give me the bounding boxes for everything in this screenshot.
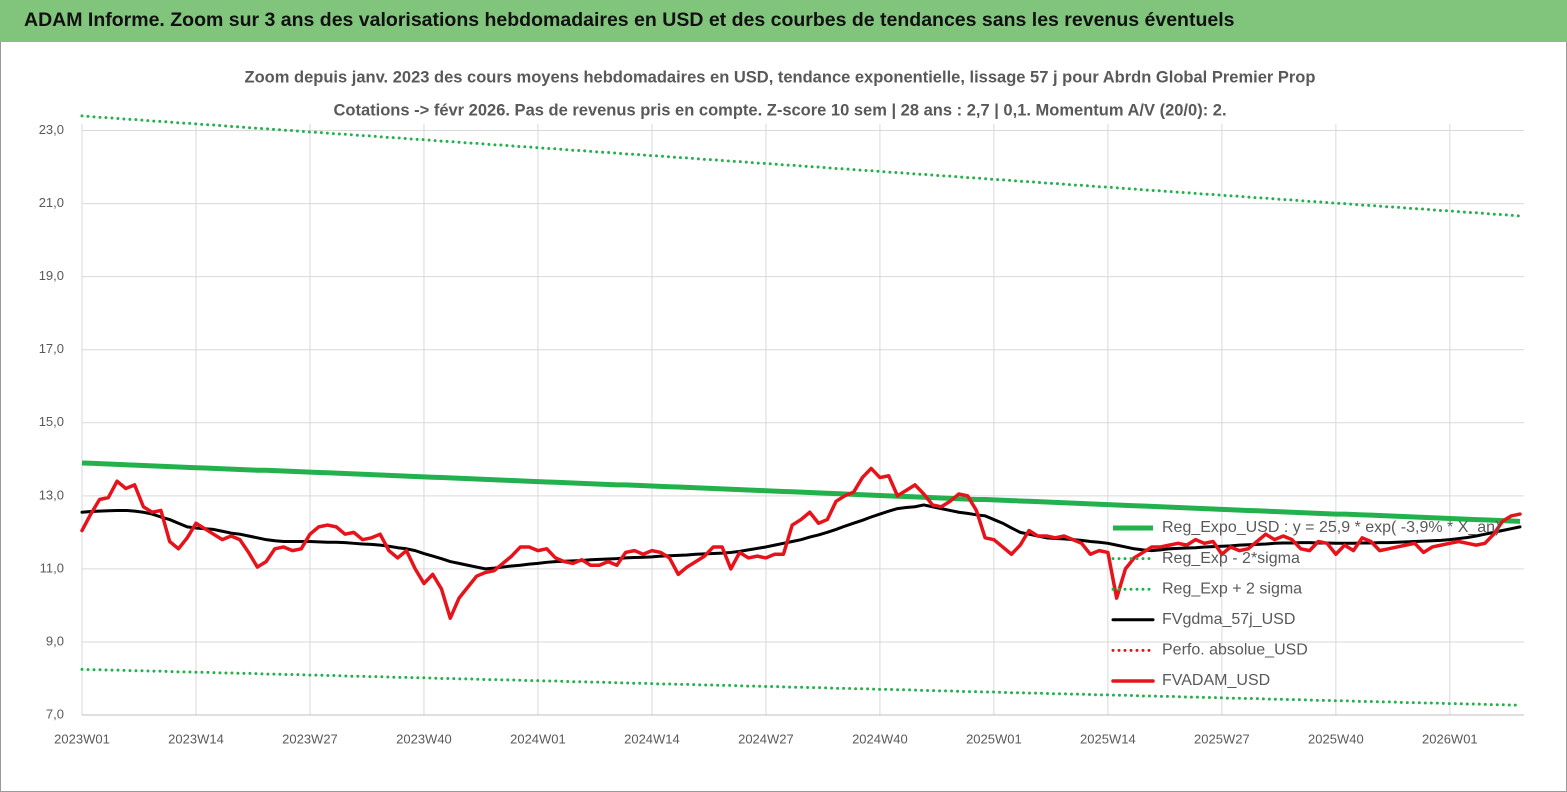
y-tick-label: 21,0 xyxy=(39,195,64,210)
y-tick-label: 15,0 xyxy=(39,414,64,429)
page-title: ADAM Informe. Zoom sur 3 ans des valoris… xyxy=(24,9,1235,31)
chart-subtitle: Cotations -> févr 2026. Pas de revenus p… xyxy=(333,101,1226,119)
y-tick-label: 11,0 xyxy=(40,560,64,575)
series-line xyxy=(80,667,1522,707)
series-line xyxy=(80,466,1522,620)
x-tick-label: 2023W14 xyxy=(168,731,224,746)
y-tick-label: 19,0 xyxy=(39,268,64,283)
x-tick-label: 2023W01 xyxy=(54,731,110,746)
x-tick-label: 2026W01 xyxy=(1422,731,1478,746)
x-tick-label: 2024W40 xyxy=(852,731,908,746)
x-tick-label: 2023W40 xyxy=(396,731,452,746)
x-tick-label: 2025W01 xyxy=(966,731,1022,746)
legend-label: Perfo. absolue_USD xyxy=(1162,642,1308,659)
legend-label: Reg_Exp + 2 sigma xyxy=(1162,580,1302,597)
legend-label: Reg_Expo_USD : y = 25,9 * exp( -3,9% * X… xyxy=(1162,519,1500,536)
x-tick-label: 2024W01 xyxy=(510,731,566,746)
legend-label: FVgdma_57j_USD xyxy=(1162,611,1295,628)
x-tick-label: 2024W27 xyxy=(738,731,794,746)
x-tick-label: 2025W14 xyxy=(1080,731,1136,746)
legend-label: Reg_Exp - 2*sigma xyxy=(1162,550,1300,567)
header-bar: ADAM Informe. Zoom sur 3 ans des valoris… xyxy=(0,0,1567,42)
x-tick-label: 2024W14 xyxy=(624,731,680,746)
x-tick-label: 2025W40 xyxy=(1308,731,1364,746)
series-line xyxy=(80,503,1522,571)
x-tick-label: 2023W27 xyxy=(282,731,338,746)
y-tick-label: 9,0 xyxy=(46,633,64,648)
y-tick-label: 13,0 xyxy=(39,487,64,502)
chart-title: Zoom depuis janv. 2023 des cours moyens … xyxy=(245,68,1316,86)
y-tick-label: 17,0 xyxy=(39,341,64,356)
x-tick-label: 2025W27 xyxy=(1194,731,1250,746)
y-tick-label: 23,0 xyxy=(39,122,64,137)
series-line xyxy=(80,114,1522,218)
legend-label: FVADAM_USD xyxy=(1162,672,1270,689)
series-line xyxy=(81,460,1521,524)
y-tick-label: 7,0 xyxy=(46,706,64,721)
